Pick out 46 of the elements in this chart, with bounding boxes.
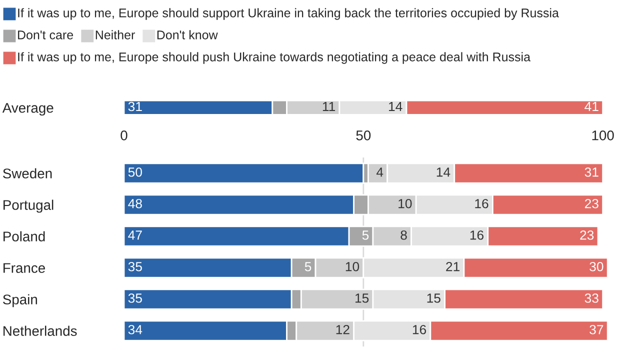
data-label: 11 (322, 102, 335, 112)
y-tick-label: France (4, 263, 45, 273)
data-label: 31 (584, 167, 598, 177)
y-tick-label: Average (2, 103, 54, 116)
data-label: 23 (584, 198, 598, 208)
data-label: 48 (128, 198, 142, 208)
y-tick-label: Sweden (3, 168, 52, 178)
y-tick-label: Poland (4, 231, 45, 242)
legend-label: Don't know (157, 30, 218, 40)
legend-label: Don't care (18, 30, 74, 40)
data-label: 15 (355, 294, 369, 303)
data-label: 8 (400, 230, 407, 240)
data-label: 50 (128, 167, 142, 177)
data-label: 30 (590, 262, 604, 272)
data-label: 35 (128, 293, 142, 303)
bar (124, 162, 364, 184)
x-tick-label: 100 (592, 130, 614, 140)
data-label: 5 (304, 262, 312, 272)
y-tick-label: Portugal (4, 200, 54, 213)
data-label: 34 (128, 324, 142, 334)
y-tick-label: Spain (3, 294, 37, 308)
legend-label: If it was up to me, Europe should push Ukraine towards negotiating a peace deal with Russia (18, 52, 530, 64)
data-label: 15 (427, 294, 440, 303)
y-tick-label: Netherlands (4, 326, 77, 336)
data-label: 12 (336, 324, 350, 334)
data-label: 14 (436, 168, 450, 177)
data-label: 5 (362, 230, 369, 240)
data-label: 37 (590, 324, 604, 334)
data-label: 14 (389, 102, 402, 112)
data-label: 33 (584, 293, 598, 303)
data-label: 10 (398, 198, 412, 208)
data-label: 23 (580, 230, 594, 240)
data-label: 10 (346, 262, 360, 272)
data-label: 21 (446, 262, 460, 272)
data-label: 16 (475, 198, 488, 208)
data-label: 4 (376, 168, 384, 177)
data-label: 41 (584, 102, 598, 112)
legend-label: If it was up to me, Europe should support Ukraine in taking back the territories occupied by Russia (18, 8, 559, 20)
data-label: 16 (412, 324, 426, 334)
x-tick-label: 50 (356, 130, 371, 140)
data-label: 16 (470, 230, 484, 240)
data-label: 35 (128, 262, 142, 272)
data-label: 47 (128, 230, 142, 240)
data-label: 31 (128, 102, 142, 112)
legend-label: Neither (96, 30, 135, 40)
x-tick-label: 0 (120, 130, 128, 140)
